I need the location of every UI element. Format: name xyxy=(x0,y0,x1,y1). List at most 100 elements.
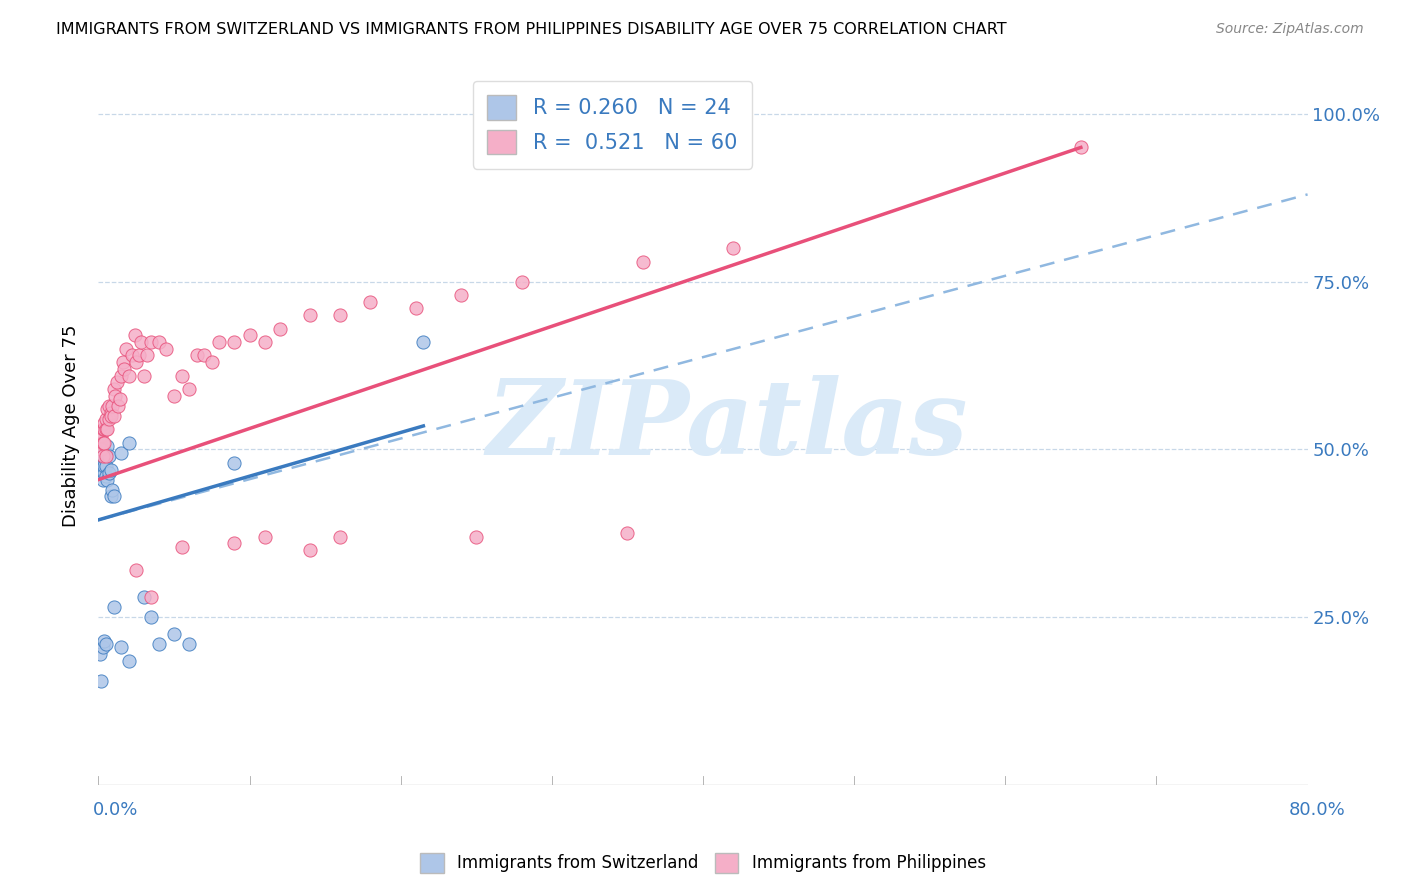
Point xyxy=(118,368,141,383)
Point xyxy=(105,376,128,390)
Point xyxy=(93,466,115,480)
Point xyxy=(170,540,193,554)
Point xyxy=(269,321,291,335)
Point xyxy=(93,435,115,450)
Point xyxy=(103,489,125,503)
Point xyxy=(141,334,163,349)
Point xyxy=(110,640,132,655)
Point xyxy=(93,456,115,470)
Point xyxy=(111,355,134,369)
Point xyxy=(94,459,117,474)
Point xyxy=(163,389,186,403)
Point xyxy=(100,489,122,503)
Point xyxy=(179,637,201,651)
Point xyxy=(93,422,115,436)
Point xyxy=(148,334,170,349)
Point xyxy=(93,633,115,648)
Point xyxy=(114,342,136,356)
Point xyxy=(208,334,231,349)
Point xyxy=(110,446,132,460)
Point xyxy=(112,362,135,376)
Point xyxy=(91,449,114,463)
Point xyxy=(93,416,115,430)
Point xyxy=(124,328,146,343)
Point xyxy=(108,392,131,406)
Point xyxy=(253,530,276,544)
Point xyxy=(224,536,246,550)
Point xyxy=(148,637,170,651)
Point xyxy=(163,627,186,641)
Point xyxy=(101,399,124,413)
Point xyxy=(96,439,118,453)
Point xyxy=(90,439,112,453)
Point xyxy=(201,355,224,369)
Point xyxy=(94,422,117,436)
Point xyxy=(100,405,122,419)
Point xyxy=(118,435,141,450)
Point xyxy=(91,640,114,655)
Text: IMMIGRANTS FROM SWITZERLAND VS IMMIGRANTS FROM PHILIPPINES DISABILITY AGE OVER 7: IMMIGRANTS FROM SWITZERLAND VS IMMIGRANT… xyxy=(56,22,1007,37)
Point xyxy=(96,402,118,417)
Point xyxy=(155,342,177,356)
Point xyxy=(141,610,163,624)
Point xyxy=(103,600,125,615)
Point xyxy=(299,543,322,558)
Point xyxy=(224,456,246,470)
Point xyxy=(101,483,124,497)
Point xyxy=(89,647,111,661)
Legend: Immigrants from Switzerland, Immigrants from Philippines: Immigrants from Switzerland, Immigrants … xyxy=(413,847,993,880)
Point xyxy=(193,349,215,363)
Point xyxy=(89,435,111,450)
Point xyxy=(128,349,150,363)
Point xyxy=(98,449,121,463)
Point xyxy=(94,637,117,651)
Point xyxy=(94,446,117,460)
Point xyxy=(118,654,141,668)
Point xyxy=(100,409,122,423)
Point xyxy=(299,308,322,322)
Point xyxy=(96,473,118,487)
Point xyxy=(631,254,654,268)
Point xyxy=(412,334,434,349)
Point xyxy=(121,349,143,363)
Point xyxy=(94,449,117,463)
Point xyxy=(132,368,155,383)
Point xyxy=(90,429,112,443)
Point xyxy=(1070,140,1092,154)
Point xyxy=(89,452,111,467)
Point xyxy=(91,462,114,476)
Point xyxy=(179,382,201,396)
Point xyxy=(360,294,382,309)
Point xyxy=(91,473,114,487)
Point xyxy=(91,422,114,436)
Point xyxy=(107,399,129,413)
Text: 0.0%: 0.0% xyxy=(93,801,138,819)
Point xyxy=(98,412,121,426)
Point xyxy=(96,422,118,436)
Point xyxy=(125,355,148,369)
Point xyxy=(510,275,533,289)
Y-axis label: Disability Age Over 75: Disability Age Over 75 xyxy=(62,325,80,527)
Text: Source: ZipAtlas.com: Source: ZipAtlas.com xyxy=(1216,22,1364,37)
Point xyxy=(90,673,112,688)
Point xyxy=(94,412,117,426)
Point xyxy=(170,368,193,383)
Point xyxy=(104,389,127,403)
Point xyxy=(465,530,488,544)
Point xyxy=(186,349,208,363)
Point xyxy=(100,462,122,476)
Point xyxy=(91,435,114,450)
Point xyxy=(98,399,121,413)
Point xyxy=(129,334,152,349)
Point xyxy=(224,334,246,349)
Point xyxy=(90,442,112,457)
Point xyxy=(253,334,276,349)
Point xyxy=(94,469,117,483)
Point xyxy=(103,382,125,396)
Point xyxy=(98,466,121,480)
Point xyxy=(723,241,745,255)
Point xyxy=(450,288,472,302)
Point xyxy=(329,308,352,322)
Point xyxy=(103,409,125,423)
Point xyxy=(110,368,132,383)
